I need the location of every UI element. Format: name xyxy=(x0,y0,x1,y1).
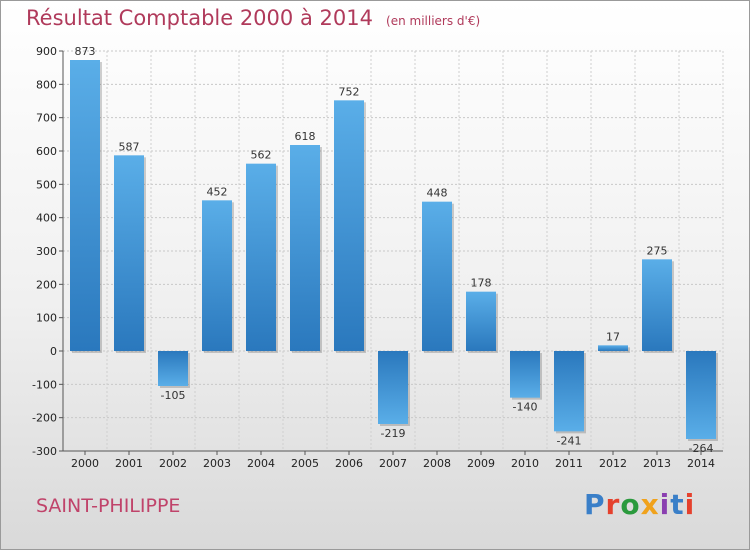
bar-2000[interactable] xyxy=(70,60,100,351)
chart-title-unit: (en milliers d'€) xyxy=(386,14,481,28)
chart-title-main: Résultat Comptable 2000 à 2014 xyxy=(26,6,373,30)
y-tick-label: -300 xyxy=(32,445,57,458)
x-tick-label-2004: 2004 xyxy=(247,457,275,470)
y-tick-label: 700 xyxy=(36,112,57,125)
data-label-2010: -140 xyxy=(513,401,538,414)
y-tick-label: 800 xyxy=(36,78,57,91)
y-tick-label: 600 xyxy=(36,145,57,158)
x-tick-label-2011: 2011 xyxy=(555,457,583,470)
y-tick-label: 100 xyxy=(36,312,57,325)
x-tick-label-2000: 2000 xyxy=(71,457,99,470)
bar-2010[interactable] xyxy=(510,351,540,398)
proxiti-logo[interactable]: Proxiti xyxy=(584,488,696,521)
bar-2007[interactable] xyxy=(378,351,408,424)
x-tick-label-2013: 2013 xyxy=(643,457,671,470)
chart-title: Résultat Comptable 2000 à 2014 (en milli… xyxy=(26,6,480,30)
y-tick-label: 0 xyxy=(50,345,57,358)
y-tick-label: 900 xyxy=(36,45,57,58)
bar-2003[interactable] xyxy=(202,200,232,351)
bar-2002[interactable] xyxy=(158,351,188,386)
y-tick-label: -200 xyxy=(32,412,57,425)
data-label-2003: 452 xyxy=(207,185,228,198)
city-name: SAINT-PHILIPPE xyxy=(36,495,181,517)
data-label-2009: 178 xyxy=(471,277,492,290)
bars xyxy=(70,60,718,441)
data-label-2011: -241 xyxy=(557,434,582,447)
data-label-2007: -219 xyxy=(381,427,406,440)
x-tick-label-2006: 2006 xyxy=(335,457,363,470)
data-label-2008: 448 xyxy=(427,187,448,200)
labels: 873 587 -105 452 562 618 752 -219 448 178 -140 -241… xyxy=(75,45,714,455)
y-tick-label: 300 xyxy=(36,245,57,258)
x-tick-label-2010: 2010 xyxy=(511,457,539,470)
data-label-2005: 618 xyxy=(295,130,316,143)
data-label-2004: 562 xyxy=(251,149,272,162)
data-label-2006: 752 xyxy=(339,85,360,98)
grid-lines xyxy=(62,50,724,452)
y-tick-label: 400 xyxy=(36,212,57,225)
x-tick-label-2003: 2003 xyxy=(203,457,231,470)
y-tick-label: 500 xyxy=(36,178,57,191)
bar-2004[interactable] xyxy=(246,163,276,351)
y-tick-label: 200 xyxy=(36,278,57,291)
x-tick-label-2009: 2009 xyxy=(467,457,495,470)
y-tick-label: -100 xyxy=(32,378,57,391)
x-tick-label-2007: 2007 xyxy=(379,457,407,470)
axes: 900 800 700 600 500 400 300 200 100 0 -100 -200 -300… xyxy=(32,45,723,470)
bar-2005[interactable] xyxy=(290,145,320,351)
data-label-2012: 17 xyxy=(606,330,620,343)
bar-2001[interactable] xyxy=(114,155,144,351)
bar-2012[interactable] xyxy=(598,345,628,351)
data-label-2001: 587 xyxy=(119,140,140,153)
x-tick-label-2012: 2012 xyxy=(599,457,627,470)
bar-2009[interactable] xyxy=(466,291,496,351)
x-tick-label-2002: 2002 xyxy=(159,457,187,470)
data-label-2002: -105 xyxy=(161,389,186,402)
bar-2014[interactable] xyxy=(686,351,716,439)
x-tick-label-2001: 2001 xyxy=(115,457,143,470)
bar-2008[interactable] xyxy=(422,201,452,351)
bar-2006[interactable] xyxy=(334,100,364,351)
bar-2011[interactable] xyxy=(554,351,584,432)
bar-2013[interactable] xyxy=(642,259,672,351)
data-label-2013: 275 xyxy=(647,244,668,257)
data-label-2014: -264 xyxy=(689,442,714,455)
data-label-2000: 873 xyxy=(75,45,96,58)
x-tick-label-2014: 2014 xyxy=(687,457,715,470)
x-tick-label-2005: 2005 xyxy=(291,457,319,470)
x-tick-label-2008: 2008 xyxy=(423,457,451,470)
